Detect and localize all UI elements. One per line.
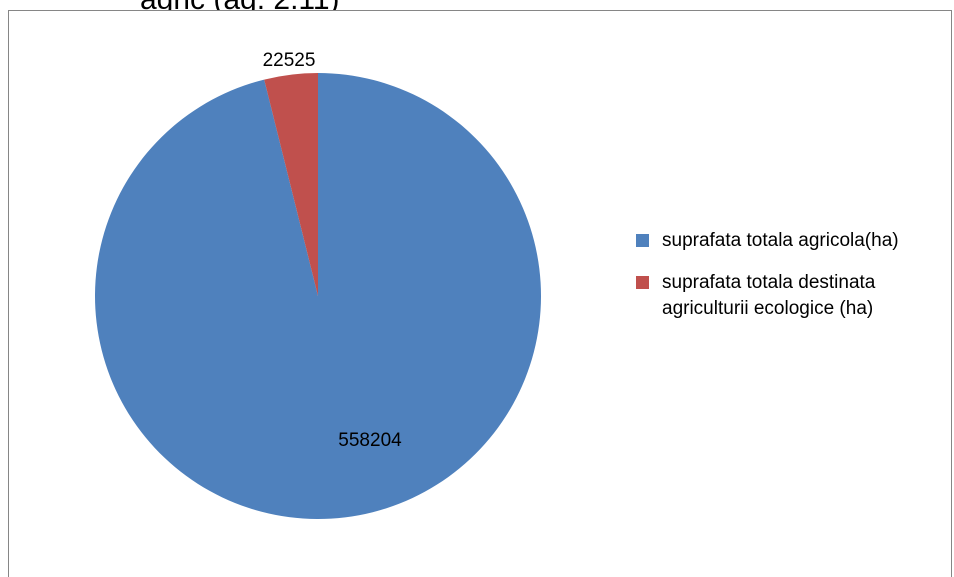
legend: suprafata totala agricola(ha) suprafata …: [636, 228, 946, 338]
legend-item-ecological: suprafata totala destinata agriculturii …: [636, 270, 946, 322]
data-label-total-agricultural: 558204: [338, 430, 402, 451]
pie-slice-total-agricultural: [95, 73, 542, 519]
legend-swatch-blue: [636, 234, 649, 247]
legend-label-total-agricultural: suprafata totala agricola(ha): [662, 230, 899, 251]
legend-item-total-agricultural: suprafata totala agricola(ha): [636, 228, 946, 254]
data-label-ecological: 22525: [263, 50, 316, 71]
pie-slice-ecological: [264, 73, 318, 296]
legend-label-ecological: suprafata totala destinata agriculturii …: [662, 272, 876, 319]
legend-swatch-red: [636, 276, 649, 289]
